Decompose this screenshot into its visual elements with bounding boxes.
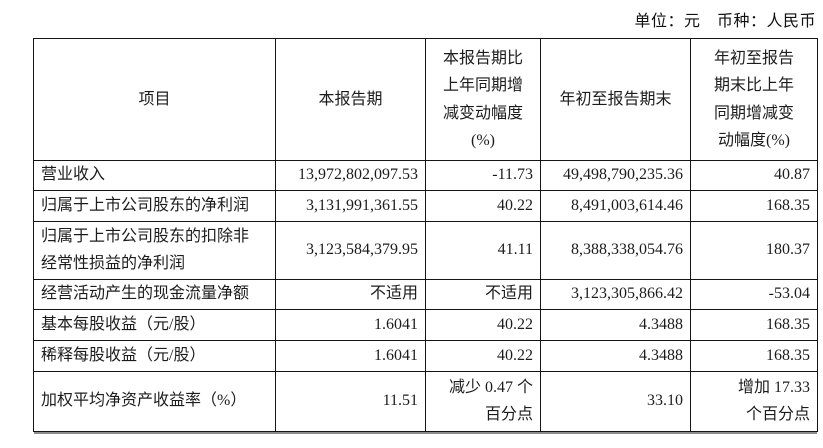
table-row: 归属于上市公司股东的净利润 3,131,991,361.55 40.22 8,4… [33, 190, 818, 222]
financial-summary-table: 项目 本报告期 本报告期比 上年同期增 减变动幅度 (%) 年初至报告期末 年初… [33, 38, 818, 432]
current-change-value: 40.22 [425, 190, 541, 222]
row-label: 基本每股收益（元/股） [33, 309, 276, 341]
current-period-value: 1.6041 [275, 309, 426, 341]
current-period-value: 3,131,991,361.55 [275, 190, 426, 222]
current-change-value: 减少 0.47 个 百分点 [425, 371, 541, 432]
current-period-value: 11.51 [275, 371, 426, 432]
ytd-value: 4.3488 [540, 340, 691, 372]
row-label: 稀释每股收益（元/股） [33, 340, 276, 372]
ytd-change-value: 40.87 [690, 160, 818, 191]
ytd-change-value: 168.35 [690, 309, 818, 341]
table-row: 加权平均净资产收益率（%） 11.51 减少 0.47 个 百分点 33.10 … [33, 371, 818, 432]
current-period-value: 1.6041 [275, 340, 426, 372]
row-label: 加权平均净资产收益率（%） [33, 371, 276, 432]
row-label: 营业收入 [33, 160, 276, 191]
current-period-value: 不适用 [275, 279, 426, 310]
row-label: 归属于上市公司股东的净利润 [33, 190, 276, 222]
current-period-value: 13,972,802,097.53 [275, 160, 426, 191]
ytd-change-value: 180.37 [690, 221, 818, 280]
report-table-container: 项目 本报告期 本报告期比 上年同期增 减变动幅度 (%) 年初至报告期末 年初… [33, 38, 818, 432]
ytd-value: 3,123,305,866.42 [540, 279, 691, 310]
current-change-value: 40.22 [425, 309, 541, 341]
header-item: 项目 [33, 38, 276, 161]
table-row: 归属于上市公司股东的扣除非 经常性损益的净利润 3,123,584,379.95… [33, 221, 818, 280]
table-row: 稀释每股收益（元/股） 1.6041 40.22 4.3488 168.35 [33, 340, 818, 372]
header-ytd-change: 年初至报告 期末比上年 同期增减变 动幅度(%) [690, 38, 818, 161]
ytd-change-value: -53.04 [690, 279, 818, 310]
header-ytd: 年初至报告期末 [540, 38, 691, 161]
ytd-value: 8,491,003,614.46 [540, 190, 691, 222]
table-row: 基本每股收益（元/股） 1.6041 40.22 4.3488 168.35 [33, 309, 818, 341]
current-change-value: 不适用 [425, 279, 541, 310]
unit-currency-note: 单位：元 币种：人民币 [634, 13, 816, 30]
header-current-period: 本报告期 [275, 38, 426, 161]
ytd-change-value: 168.35 [690, 340, 818, 372]
table-row: 经营活动产生的现金流量净额 不适用 不适用 3,123,305,866.42 -… [33, 279, 818, 310]
current-change-value: -11.73 [425, 160, 541, 191]
ytd-value: 8,388,338,054.76 [540, 221, 691, 280]
ytd-change-value: 168.35 [690, 190, 818, 222]
current-change-value: 40.22 [425, 340, 541, 372]
header-current-change: 本报告期比 上年同期增 减变动幅度 (%) [425, 38, 541, 161]
ytd-value: 4.3488 [540, 309, 691, 341]
current-period-value: 3,123,584,379.95 [275, 221, 426, 280]
ytd-change-value: 增加 17.33 个百分点 [690, 371, 818, 432]
ytd-value: 33.10 [540, 371, 691, 432]
current-change-value: 41.11 [425, 221, 541, 280]
ytd-value: 49,498,790,235.36 [540, 160, 691, 191]
row-label: 归属于上市公司股东的扣除非 经常性损益的净利润 [33, 221, 276, 280]
row-label: 经营活动产生的现金流量净额 [33, 279, 276, 310]
header-row: 项目 本报告期 本报告期比 上年同期增 减变动幅度 (%) 年初至报告期末 年初… [33, 38, 818, 161]
table-row: 营业收入 13,972,802,097.53 -11.73 49,498,790… [33, 160, 818, 191]
